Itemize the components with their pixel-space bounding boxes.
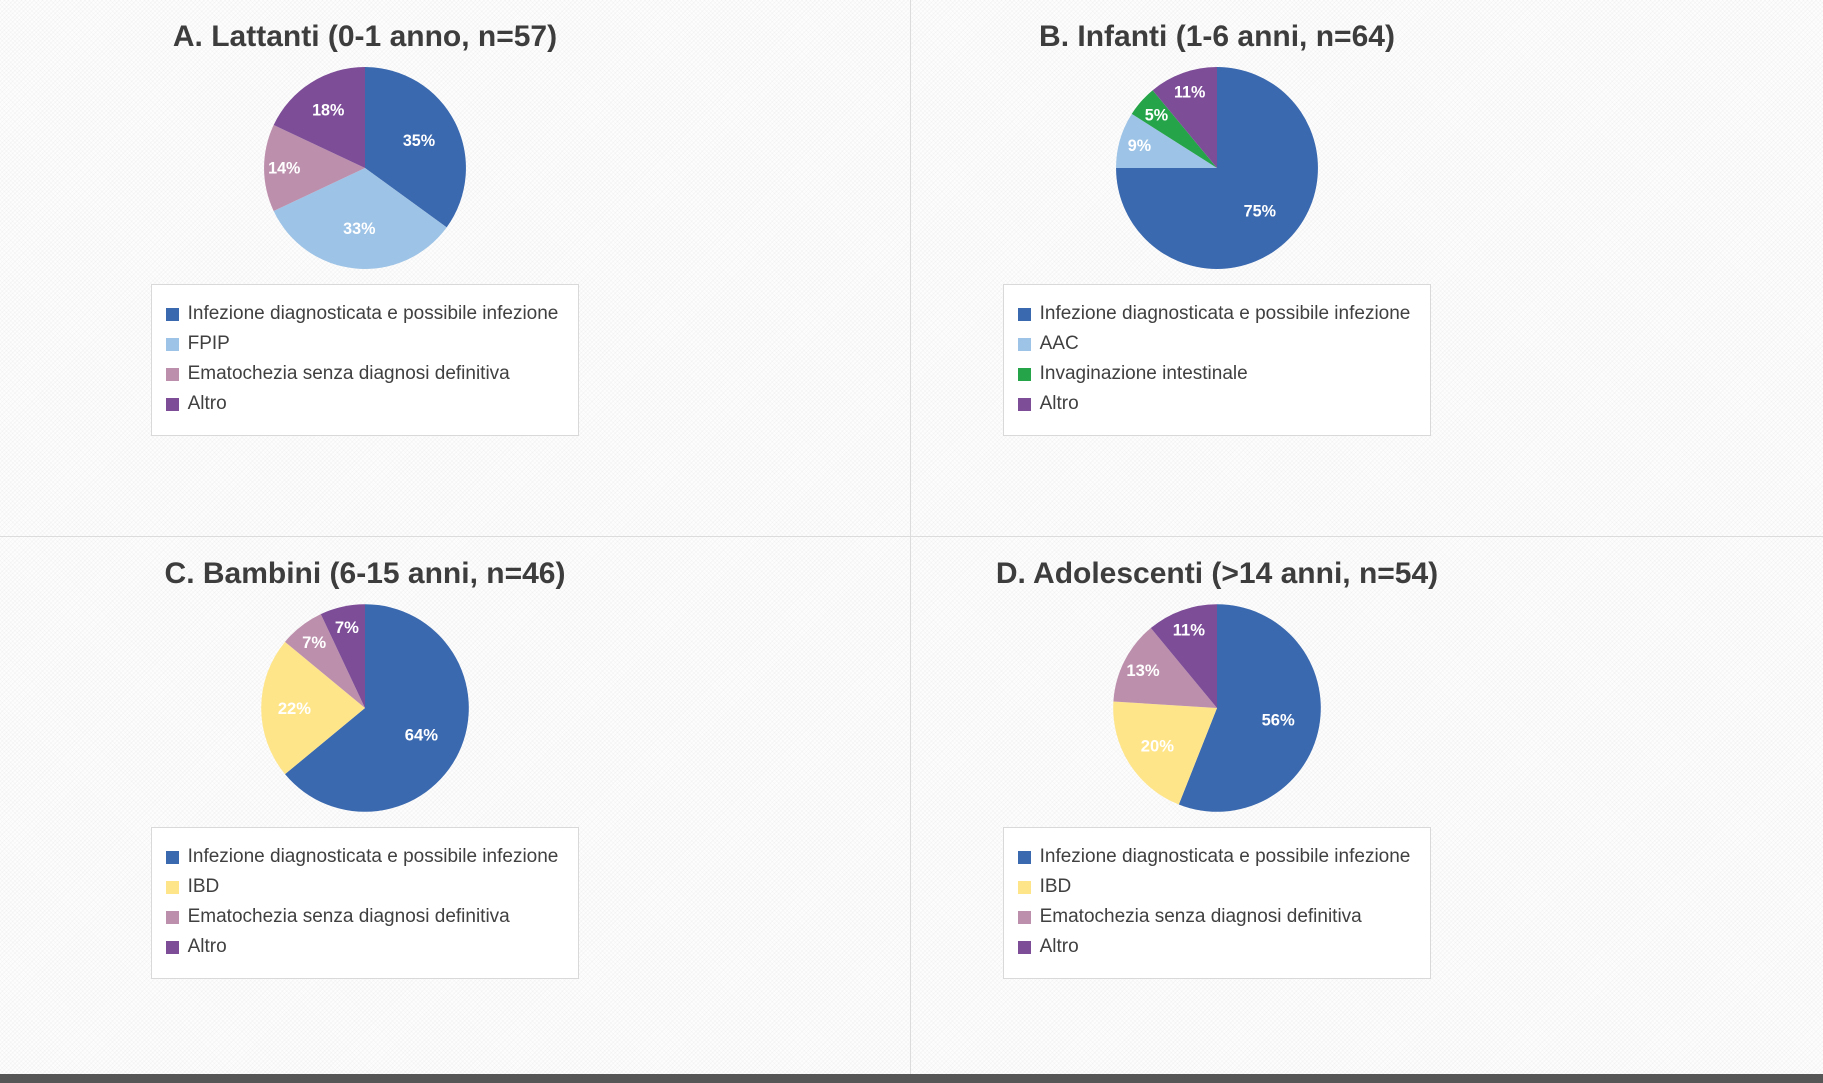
legend-label: Invaginazione intestinale xyxy=(1039,363,1248,384)
pie-percent-label: 64% xyxy=(405,725,438,744)
chart-title-c: C. Bambini (6-15 anni, n=46) xyxy=(164,557,566,590)
legend-label: Altro xyxy=(1039,393,1079,414)
pie-slice xyxy=(1152,67,1217,168)
legend-item: Altro xyxy=(165,393,559,415)
legend-label: IBD xyxy=(1039,876,1072,897)
legend-swatch xyxy=(1017,367,1031,381)
pie-percent-label: 33% xyxy=(343,220,375,238)
legend-swatch xyxy=(165,307,179,321)
pie-slice xyxy=(285,604,469,812)
panel-a: A. Lattanti (0-1 anno, n=57) 35% 33% 14% 18… xyxy=(0,0,911,537)
legend-swatch xyxy=(165,367,179,381)
page-bottom-edge xyxy=(0,1074,1823,1083)
legend-swatch xyxy=(165,940,179,954)
legend-swatch xyxy=(165,397,179,411)
pie-slice xyxy=(365,67,466,228)
legend-item: Altro xyxy=(1017,936,1411,958)
pie-slice xyxy=(1131,90,1217,168)
legend-item: Infezione diagnosticata e possibile infe… xyxy=(165,846,559,868)
legend-item: Altro xyxy=(165,936,559,958)
legend-label: Infezione diagnosticata e possibile infe… xyxy=(1039,846,1411,867)
legend-label: Altro xyxy=(187,936,227,957)
legend-item: Altro xyxy=(1017,393,1411,415)
panel-c: C. Bambini (6-15 anni, n=46) 64% 22% 7% 7% … xyxy=(0,537,911,1074)
pie-slice xyxy=(273,67,365,168)
legend-label: FPIP xyxy=(187,333,230,354)
pie-percent-label: 9% xyxy=(1128,137,1151,155)
pie-slice xyxy=(285,614,365,708)
legend-swatch xyxy=(165,850,179,864)
legend-label: Ematochezia senza diagnosi definitiva xyxy=(187,363,510,384)
pie-percent-label: 18% xyxy=(312,102,344,120)
pie-chart-c: 64% 22% 7% 7% xyxy=(261,604,469,812)
legend-item: Invaginazione intestinale xyxy=(1017,363,1411,385)
pie-percent-label: 22% xyxy=(278,699,311,718)
pie-slice xyxy=(1116,113,1217,168)
legend-item: AAC xyxy=(1017,333,1411,355)
legend-d: Infezione diagnosticata e possibile infe… xyxy=(1002,827,1432,979)
chart-title-d: D. Adolescenti (>14 anni, n=54) xyxy=(995,557,1439,590)
pie-percent-label: 14% xyxy=(268,160,300,178)
pie-slice xyxy=(264,125,365,211)
pie-percent-label: 11% xyxy=(1174,84,1205,102)
legend-item: Infezione diagnosticata e possibile infe… xyxy=(1017,303,1411,325)
pie-percent-label: 11% xyxy=(1173,621,1206,640)
legend-swatch xyxy=(165,880,179,894)
pie-percent-label: 56% xyxy=(1262,710,1295,729)
pie-percent-label: 7% xyxy=(335,618,359,637)
legend-item: Infezione diagnosticata e possibile infe… xyxy=(1017,846,1411,868)
pie-percent-label: 35% xyxy=(403,132,435,150)
chart-title-a: A. Lattanti (0-1 anno, n=57) xyxy=(172,20,558,53)
legend-swatch xyxy=(1017,850,1031,864)
legend-label: Altro xyxy=(187,393,227,414)
legend-b: Infezione diagnosticata e possibile infe… xyxy=(1002,284,1432,436)
legend-item: Infezione diagnosticata e possibile infe… xyxy=(165,303,559,325)
legend-label: Infezione diagnosticata e possibile infe… xyxy=(1039,303,1411,324)
legend-item: IBD xyxy=(1017,876,1411,898)
legend-label: AAC xyxy=(1039,333,1079,354)
pie-chart-d: 56% 20% 13% 11% xyxy=(1113,604,1321,812)
pie-percent-label: 7% xyxy=(302,633,326,652)
legend-swatch xyxy=(1017,940,1031,954)
legend-swatch xyxy=(1017,880,1031,894)
pie-percent-label: 13% xyxy=(1126,661,1159,680)
pie-chart-a: 35% 33% 14% 18% xyxy=(264,67,466,269)
chart-title-b: B. Infanti (1-6 anni, n=64) xyxy=(1039,20,1395,53)
legend-item: Ematochezia senza diagnosi definitiva xyxy=(1017,906,1411,928)
pie-slice xyxy=(1113,701,1217,805)
pie-slice xyxy=(273,168,447,269)
legend-label: IBD xyxy=(187,876,220,897)
legend-a: Infezione diagnosticata e possibile infe… xyxy=(150,284,580,436)
legend-c: Infezione diagnosticata e possibile infe… xyxy=(150,827,580,979)
legend-label: Ematochezia senza diagnosi definitiva xyxy=(1039,906,1362,927)
pie-percent-label: 20% xyxy=(1141,737,1174,756)
legend-label: Ematochezia senza diagnosi definitiva xyxy=(187,906,510,927)
legend-item: Ematochezia senza diagnosi definitiva xyxy=(165,906,559,928)
legend-item: Ematochezia senza diagnosi definitiva xyxy=(165,363,559,385)
legend-swatch xyxy=(165,910,179,924)
legend-swatch xyxy=(1017,910,1031,924)
pie-slice xyxy=(320,604,365,708)
panel-b: B. Infanti (1-6 anni, n=64) 75% 9% 5% 11% I… xyxy=(911,0,1823,537)
legend-swatch xyxy=(1017,337,1031,351)
pie-percent-label: 75% xyxy=(1244,202,1276,220)
legend-swatch xyxy=(1017,307,1031,321)
legend-item: IBD xyxy=(165,876,559,898)
pie-chart-b: 75% 9% 5% 11% xyxy=(1116,67,1318,269)
pie-slice xyxy=(1178,604,1321,812)
legend-swatch xyxy=(165,337,179,351)
legend-label: Infezione diagnosticata e possibile infe… xyxy=(187,846,559,867)
pie-percent-label: 5% xyxy=(1145,106,1168,124)
legend-item: FPIP xyxy=(165,333,559,355)
legend-label: Altro xyxy=(1039,936,1079,957)
pie-slice xyxy=(261,641,365,775)
panel-d: D. Adolescenti (>14 anni, n=54) 56% 20% 13… xyxy=(911,537,1823,1074)
pie-slice xyxy=(1116,67,1318,269)
legend-swatch xyxy=(1017,397,1031,411)
pie-slice xyxy=(1150,604,1217,708)
pie-slice xyxy=(1113,628,1217,708)
legend-label: Infezione diagnosticata e possibile infe… xyxy=(187,303,559,324)
